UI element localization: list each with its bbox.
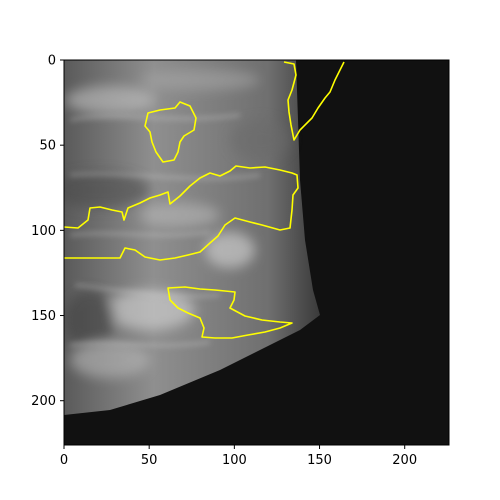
y-tick-label: 50 <box>39 139 56 154</box>
x-tick-label: 200 <box>392 453 417 468</box>
contour-upper-left <box>144 101 197 163</box>
segmentation-contours <box>64 61 345 339</box>
x-tick-label: 150 <box>307 453 332 468</box>
tissue-texture <box>64 70 290 378</box>
x-tick-label: 0 <box>60 453 68 468</box>
y-tick-label: 0 <box>48 54 56 69</box>
x-tick-label: 100 <box>222 453 247 468</box>
contour-middle <box>64 165 299 261</box>
x-axis: 0 50 100 150 200 <box>60 445 417 468</box>
contour-lower <box>167 286 293 339</box>
y-tick-label: 200 <box>31 394 56 409</box>
contour-top-right <box>283 61 345 141</box>
x-tick-label: 50 <box>141 453 158 468</box>
y-axis: 0 50 100 150 200 <box>31 54 64 409</box>
axes-frame <box>63 59 450 446</box>
image-panel <box>64 60 449 445</box>
y-tick-label: 150 <box>31 309 56 324</box>
y-tick-label: 100 <box>31 224 56 239</box>
